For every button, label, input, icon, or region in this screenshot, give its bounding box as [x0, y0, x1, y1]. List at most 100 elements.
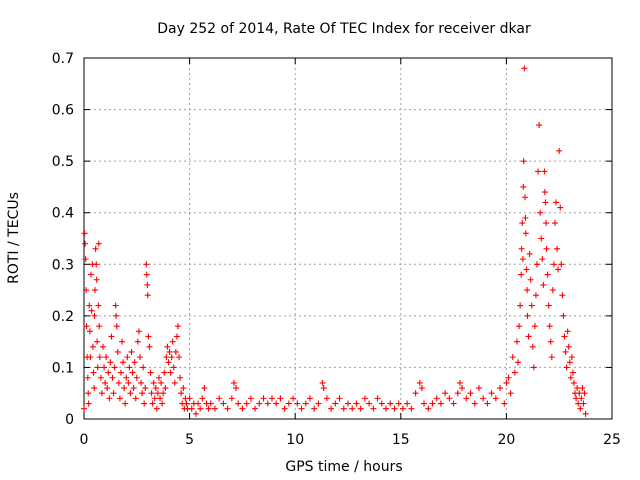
data-point [133, 374, 140, 381]
data-point [256, 400, 263, 407]
data-point [378, 400, 385, 407]
data-point [290, 395, 297, 402]
data-point [522, 214, 529, 221]
data-point [418, 385, 425, 392]
data-point [544, 271, 551, 278]
y-tick-label: 0.2 [52, 309, 74, 325]
data-point [575, 400, 582, 407]
data-point [176, 354, 183, 361]
data-point [523, 266, 530, 273]
data-point [157, 395, 164, 402]
data-point [169, 338, 176, 345]
data-point [144, 292, 151, 299]
data-point [166, 348, 173, 355]
data-point [173, 333, 180, 340]
data-point [524, 312, 531, 319]
data-point [349, 405, 356, 412]
data-point [81, 405, 87, 412]
data-point [505, 374, 512, 381]
data-point [143, 261, 150, 268]
data-point [527, 276, 534, 283]
data-point [141, 400, 148, 407]
x-axis-label: GPS time / hours [285, 459, 402, 475]
data-point [541, 189, 548, 196]
data-point [252, 405, 259, 412]
data-point [159, 400, 166, 407]
data-point [437, 400, 444, 407]
data-point [558, 261, 565, 268]
data-point [96, 354, 103, 361]
data-point [216, 395, 223, 402]
data-point [129, 369, 136, 376]
data-point [127, 390, 134, 397]
data-point [576, 390, 583, 397]
data-point [126, 364, 133, 371]
data-point [158, 379, 165, 386]
data-point [139, 390, 146, 397]
data-point [285, 400, 292, 407]
data-point [433, 395, 440, 402]
data-point [247, 395, 254, 402]
data-point [130, 385, 137, 392]
data-point [183, 400, 190, 407]
data-point [520, 158, 527, 165]
data-point [121, 385, 128, 392]
plot-frame [83, 57, 613, 420]
axis-ticks: 0 5 10 15 20 25 0 0.1 0.2 0.3 0.4 0.5 0.6 0.7 [52, 51, 621, 448]
data-point [543, 245, 550, 252]
data-point [404, 400, 411, 407]
data-point [425, 405, 432, 412]
data-point [174, 323, 181, 330]
data-point [537, 209, 544, 216]
data-point [540, 281, 547, 288]
data-point [525, 333, 532, 340]
data-point [311, 405, 318, 412]
data-point [199, 395, 206, 402]
data-point [149, 400, 156, 407]
data-point [95, 302, 102, 309]
data-point [146, 343, 153, 350]
data-point [531, 323, 538, 330]
data-point [416, 379, 423, 386]
data-point [163, 354, 170, 361]
data-point [84, 374, 91, 381]
data-point [273, 400, 280, 407]
data-point [528, 302, 535, 309]
data-point [507, 390, 514, 397]
data-point [100, 343, 107, 350]
data-point [98, 390, 105, 397]
data-point [151, 395, 158, 402]
data-point [574, 385, 581, 392]
data-point [171, 379, 178, 386]
data-point [456, 379, 463, 386]
data-markers [81, 65, 589, 417]
data-point [543, 220, 550, 227]
data-point [429, 400, 436, 407]
data-point [366, 400, 373, 407]
data-point [555, 266, 562, 273]
data-point [104, 385, 111, 392]
data-point [391, 405, 398, 412]
data-point [111, 364, 118, 371]
data-point [113, 323, 120, 330]
data-point [106, 395, 113, 402]
data-point [88, 307, 95, 314]
data-point [85, 400, 92, 407]
data-point [492, 395, 499, 402]
data-point [564, 328, 571, 335]
data-point [228, 395, 235, 402]
data-point [161, 369, 168, 376]
x-tick-label: 20 [497, 432, 515, 448]
data-point [421, 400, 428, 407]
data-point [526, 250, 533, 257]
data-point [554, 245, 561, 252]
data-point [370, 405, 377, 412]
data-point [95, 240, 102, 247]
data-point [501, 400, 508, 407]
y-tick-label: 0.3 [52, 257, 74, 273]
data-point [119, 338, 126, 345]
x-tick-label: 0 [80, 432, 89, 448]
data-point [488, 390, 495, 397]
data-point [553, 199, 560, 206]
